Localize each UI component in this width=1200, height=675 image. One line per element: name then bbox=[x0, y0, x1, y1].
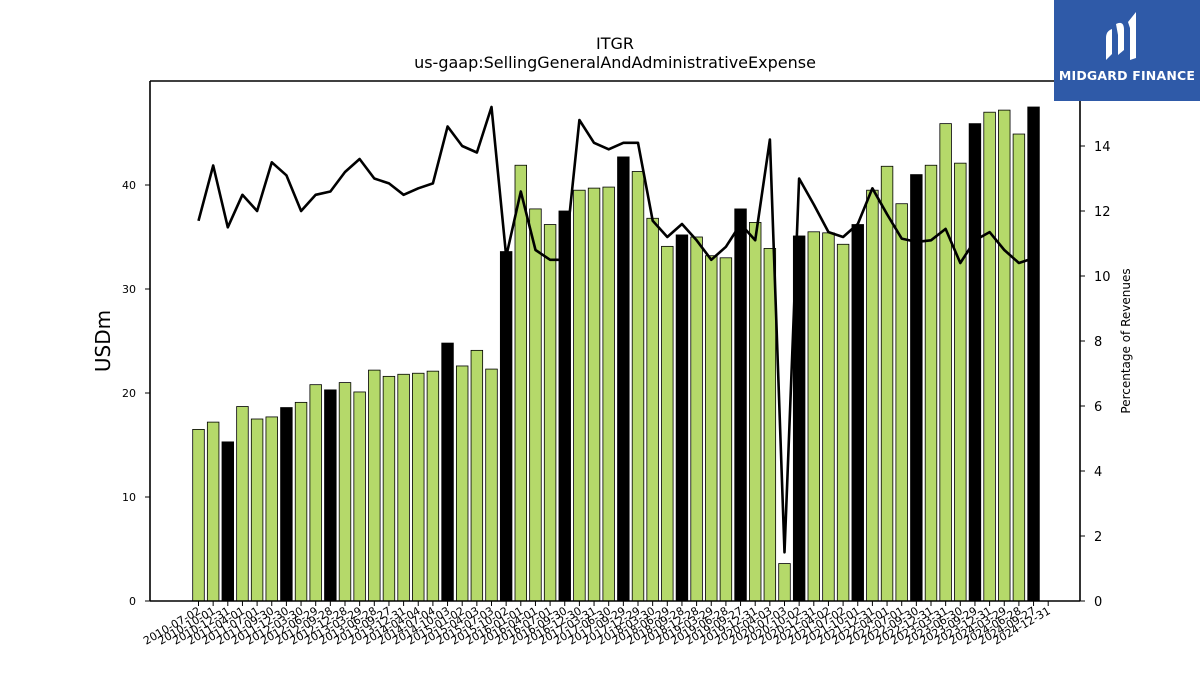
bar-2013-06-28 bbox=[368, 369, 381, 602]
bar-2015-07-03 bbox=[485, 368, 498, 602]
bar-2015-04-03 bbox=[470, 349, 484, 602]
chart-subtitle: us-gaap:SellingGeneralAndAdministrativeE… bbox=[414, 53, 816, 72]
bar-2015-01-02 bbox=[455, 365, 469, 602]
bar-2021-10-01 bbox=[851, 224, 864, 602]
bar-2023-03-31 bbox=[939, 123, 952, 602]
bar-2011-07-01 bbox=[250, 418, 264, 602]
bar-2014-04-04 bbox=[412, 372, 425, 602]
bar-2010-12-31 bbox=[221, 441, 235, 602]
bar-2013-09-27 bbox=[382, 375, 396, 602]
bar-2014-10-03 bbox=[441, 342, 454, 602]
bar-2017-06-30 bbox=[602, 186, 615, 602]
bar-2024-09-27 bbox=[1027, 106, 1040, 602]
y-tick-label-20: 20 bbox=[122, 387, 136, 400]
bar-2023-06-30 bbox=[954, 162, 967, 602]
bar-2020-07-03 bbox=[778, 563, 791, 602]
bar-2011-12-30 bbox=[280, 407, 293, 602]
bar-2016-04-01 bbox=[529, 208, 542, 602]
logo-icon bbox=[1106, 12, 1136, 60]
bar-2017-03-31 bbox=[587, 187, 601, 602]
bar-2021-12-31 bbox=[866, 189, 879, 602]
bar-2020-12-31 bbox=[807, 231, 821, 602]
chart-title: ITGR bbox=[596, 34, 634, 53]
y2-tick-label-0: 0 bbox=[1094, 595, 1102, 610]
bar-2010-07-02 bbox=[192, 428, 205, 602]
bar-2016-09-30 bbox=[558, 210, 571, 602]
bar-2021-04-02 bbox=[822, 232, 835, 602]
bar-2024-06-28 bbox=[1012, 133, 1026, 602]
bar-2023-12-31 bbox=[983, 111, 996, 602]
bar-2023-09-29 bbox=[968, 123, 982, 602]
y2-tick-label-14: 14 bbox=[1094, 140, 1111, 155]
y2-tick-label-8: 8 bbox=[1094, 335, 1102, 350]
bar-2018-09-28 bbox=[675, 234, 689, 602]
y-axis-label: USDm bbox=[91, 310, 115, 372]
bar-2013-12-31 bbox=[397, 373, 410, 602]
y2-tick-label-4: 4 bbox=[1094, 465, 1102, 480]
y-tick-label-30: 30 bbox=[122, 283, 136, 296]
bar-2017-12-29 bbox=[631, 171, 645, 602]
y2-tick-label-2: 2 bbox=[1094, 530, 1102, 545]
bar-2019-03-29 bbox=[705, 255, 718, 602]
bar-2011-09-30 bbox=[265, 416, 278, 602]
bar-2021-07-02 bbox=[836, 243, 850, 602]
y2-tick-label-6: 6 bbox=[1094, 400, 1102, 415]
bar-2022-09-30 bbox=[910, 174, 923, 602]
bar-2019-12-31 bbox=[749, 222, 762, 602]
logo-text: MIDGARD FINANCE bbox=[1058, 68, 1196, 83]
bar-2016-12-30 bbox=[573, 189, 586, 602]
bar-2013-03-29 bbox=[353, 391, 366, 602]
bar-2018-12-28 bbox=[690, 236, 703, 602]
y-tick-label-40: 40 bbox=[122, 179, 136, 192]
bar-2022-12-31 bbox=[924, 164, 938, 602]
bar-2016-01-01 bbox=[514, 164, 528, 602]
bar-2012-09-28 bbox=[324, 389, 337, 602]
y-tick-label-10: 10 bbox=[122, 491, 136, 504]
bar-2018-06-29 bbox=[661, 245, 674, 602]
bar-2017-09-29 bbox=[617, 156, 630, 602]
bar-2012-03-30 bbox=[294, 401, 308, 602]
brand-logo: MIDGARD FINANCE bbox=[1054, 0, 1200, 101]
bar-2011-04-01 bbox=[236, 406, 249, 602]
bar-2019-09-27 bbox=[734, 208, 747, 602]
bar-2022-04-01 bbox=[880, 165, 894, 602]
y-tick-label-0: 0 bbox=[129, 595, 136, 608]
bar-2010-10-01 bbox=[206, 421, 220, 602]
bar-2016-07-01 bbox=[543, 224, 557, 602]
y2-tick-label-12: 12 bbox=[1094, 205, 1111, 220]
bar-2022-07-01 bbox=[895, 203, 908, 602]
bar-2019-06-28 bbox=[719, 257, 733, 602]
bar-2014-07-04 bbox=[426, 370, 440, 602]
bar-2018-03-30 bbox=[646, 217, 659, 602]
y2-axis-label: Percentage of Revenues bbox=[1119, 268, 1133, 413]
bar-2012-12-28 bbox=[338, 382, 352, 602]
bar-2015-10-02 bbox=[499, 251, 513, 602]
bar-2020-04-03 bbox=[763, 248, 777, 602]
y2-tick-label-10: 10 bbox=[1094, 270, 1111, 285]
line-series-percentage bbox=[197, 105, 1035, 554]
bar-2012-06-29 bbox=[309, 384, 322, 602]
bar-2024-03-29 bbox=[998, 109, 1011, 602]
